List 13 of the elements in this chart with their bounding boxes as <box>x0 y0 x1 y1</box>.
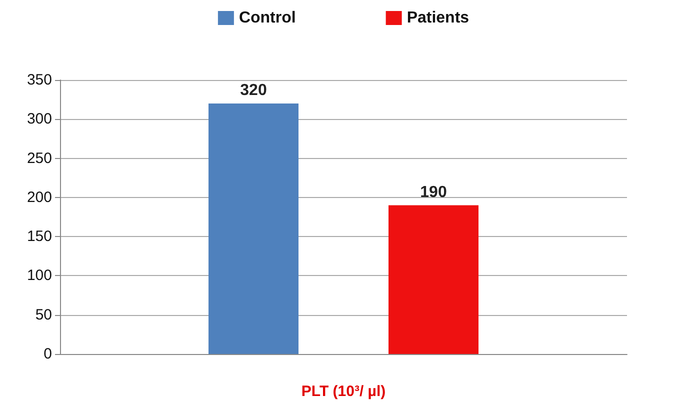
y-tick-label: 200 <box>26 188 52 206</box>
y-tick-label: 100 <box>26 267 52 284</box>
y-tick-label: 300 <box>26 110 52 128</box>
y-tick-label: 350 <box>26 72 52 88</box>
y-tick-label: 150 <box>26 228 52 246</box>
legend-label: Control <box>238 10 296 26</box>
y-tick-label: 0 <box>44 346 52 362</box>
y-tick-label: 250 <box>26 150 52 167</box>
data-label: 190 <box>420 184 447 201</box>
legend-label: Patients <box>406 10 470 26</box>
data-label: 320 <box>240 82 267 99</box>
y-tick-label: 50 <box>35 306 52 324</box>
x-tick-label: PLT (10³/ µl) <box>301 383 386 400</box>
